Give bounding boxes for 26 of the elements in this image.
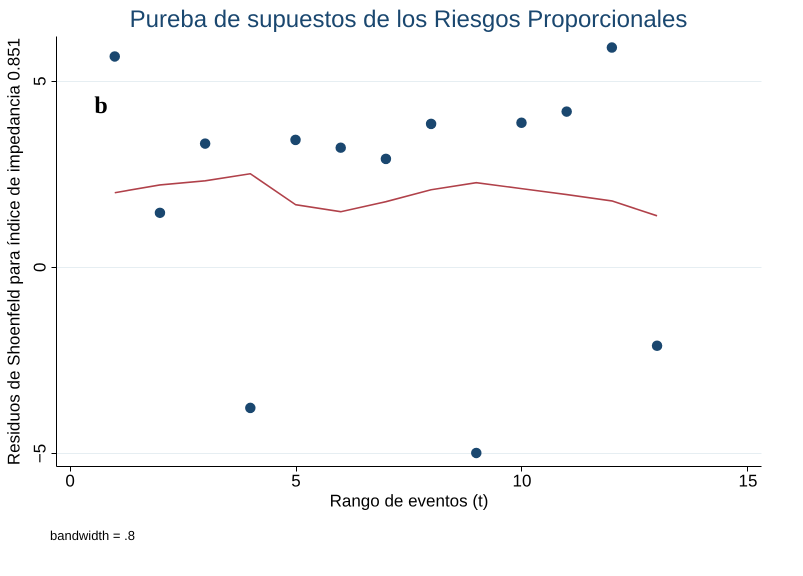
text: bandwidth = .8 xyxy=(50,528,135,543)
y-tick-label: −5 xyxy=(30,444,50,464)
y-tick-label: 0 xyxy=(30,262,50,272)
point xyxy=(290,134,301,146)
point xyxy=(245,402,256,414)
point xyxy=(471,448,482,458)
y-tick-label: 5 xyxy=(30,76,50,86)
x-axis-title: Rango de eventos (t) xyxy=(330,492,488,510)
point xyxy=(516,118,527,128)
x-tick-label: 0 xyxy=(65,472,75,490)
point xyxy=(110,51,120,62)
x-tick-label: 15 xyxy=(738,472,758,490)
chart-title: Pureba de supuestos de los Riesgos Proporcionales xyxy=(130,6,688,33)
annotation: b xyxy=(94,93,108,119)
point xyxy=(335,142,346,153)
line-series xyxy=(114,172,658,217)
point xyxy=(652,340,662,351)
point xyxy=(380,154,392,164)
y-axis-title: Residuos de Shoenfeld para índice de impedancia 0.851 xyxy=(4,38,24,466)
x-tick-label: 10 xyxy=(512,472,532,490)
point xyxy=(561,106,572,117)
x-tick-label: 5 xyxy=(291,472,301,490)
point xyxy=(426,118,436,130)
point xyxy=(154,208,166,218)
point xyxy=(606,42,618,53)
point xyxy=(200,138,210,149)
